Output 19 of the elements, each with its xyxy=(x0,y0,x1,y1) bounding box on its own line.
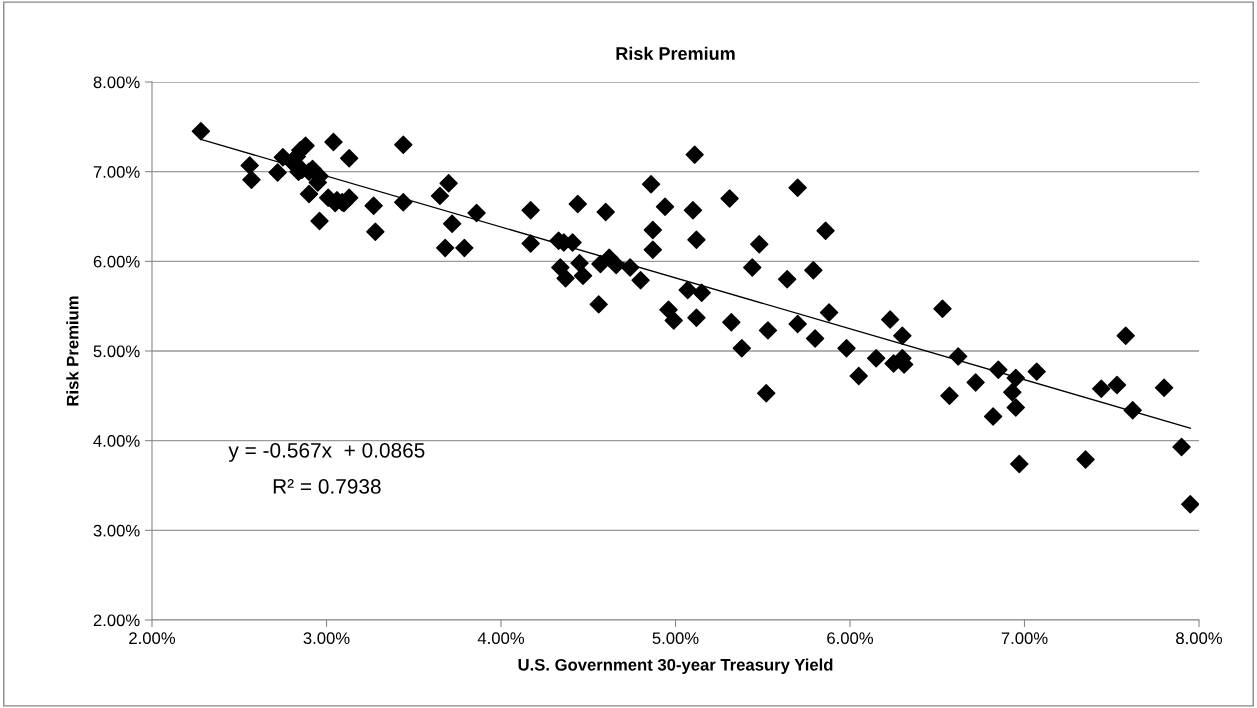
chart-title: Risk Premium xyxy=(616,46,735,60)
annotation: R² = 0.7938 xyxy=(273,479,381,494)
annotation: y = -0.567x + 0.0865 xyxy=(228,442,425,462)
y-tick-label: 8.00% xyxy=(93,76,140,89)
x-axis-title: U.S. Government 30-year Treasury Yield xyxy=(518,658,833,674)
y-tick-label: 6.00% xyxy=(93,255,140,268)
y-axis-title: Risk Premium xyxy=(66,296,79,406)
x-tick-label: 6.00% xyxy=(827,632,874,645)
y-tick-label: 2.00% xyxy=(93,614,140,627)
x-tick-label: 8.00% xyxy=(1176,632,1223,645)
y-tick-label: 4.00% xyxy=(93,435,140,447)
y-tick-label: 5.00% xyxy=(93,345,140,358)
x-tick-label: 5.00% xyxy=(652,632,699,645)
x-tick-label: 3.00% xyxy=(303,632,350,645)
x-tick-label: 4.00% xyxy=(477,632,525,645)
y-tick-label: 3.00% xyxy=(93,524,140,537)
x-tick-label: 2.00% xyxy=(129,632,176,645)
y-tick-label: 7.00% xyxy=(93,166,140,178)
x-tick-label: 7.00% xyxy=(1001,632,1048,645)
